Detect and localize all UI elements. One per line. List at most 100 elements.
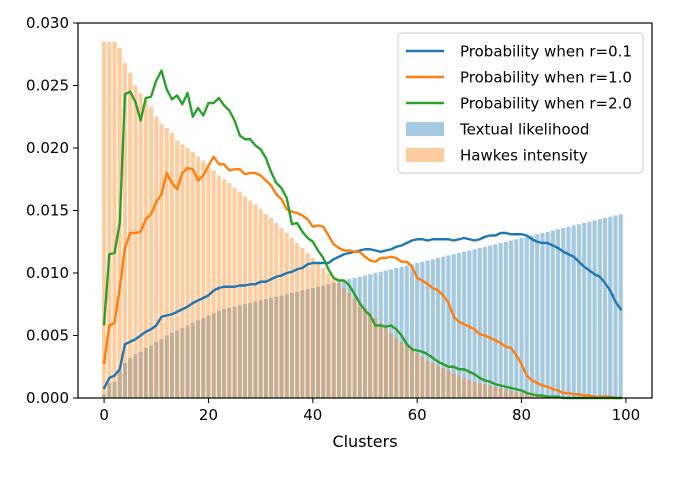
legend-box (397, 32, 644, 174)
bar (143, 100, 148, 398)
bar (477, 248, 482, 398)
bar (347, 293, 352, 398)
legend: Probability when r=0.1 Probability when r… (397, 32, 644, 174)
x-axis: 0 20 40 60 80 100 (99, 398, 640, 424)
bar (185, 148, 190, 398)
legend-entry: Hawkes intensity (406, 147, 588, 165)
bar (211, 170, 216, 398)
bar (138, 93, 143, 398)
bar (404, 265, 409, 398)
bar (148, 345, 154, 398)
bar (295, 243, 300, 398)
bar (310, 288, 315, 398)
bar (284, 233, 289, 398)
bar (148, 106, 154, 398)
bar (237, 191, 242, 398)
bar (102, 394, 107, 398)
bar (394, 338, 399, 398)
bar (420, 261, 425, 398)
bar (216, 310, 221, 398)
bar (540, 233, 545, 398)
bar (462, 378, 467, 398)
bar (592, 220, 597, 398)
bar (399, 266, 404, 398)
bar (347, 279, 352, 398)
bar-series-1 (102, 214, 623, 398)
bar (232, 188, 237, 398)
bar (253, 301, 258, 398)
legend-patch-swatch (406, 148, 444, 162)
bar (342, 288, 347, 398)
bar (415, 263, 420, 398)
bar (472, 381, 477, 398)
bar (268, 298, 274, 398)
bar (112, 41, 117, 398)
bar (195, 156, 201, 398)
legend-entry: Textual likelihood (406, 121, 589, 139)
legend-entry: Probability when r=1.0 (406, 69, 632, 87)
bar (263, 299, 268, 398)
bar (404, 345, 409, 398)
bar (175, 140, 180, 398)
bar (555, 229, 561, 398)
bar (509, 390, 514, 398)
bar (268, 218, 274, 398)
bar (279, 228, 284, 398)
bars-layer (102, 41, 623, 398)
bar (576, 224, 582, 398)
y-tick-label: 0.030 (26, 14, 69, 32)
bar (258, 209, 263, 398)
bar (315, 263, 321, 398)
bar (201, 318, 206, 398)
bar (409, 349, 415, 398)
bar (399, 341, 404, 398)
bar (326, 273, 331, 398)
bar (122, 63, 128, 398)
bar (195, 320, 201, 398)
bar (222, 179, 227, 398)
bar (524, 236, 529, 398)
bar (289, 293, 295, 398)
bar (618, 214, 623, 398)
bar (498, 243, 503, 398)
bar (488, 385, 493, 398)
bar (159, 124, 164, 398)
bar (602, 218, 608, 398)
bar (482, 246, 488, 398)
bar (122, 363, 128, 398)
lines-layer (102, 69, 623, 400)
bar (154, 341, 159, 398)
bar (430, 259, 435, 398)
bar (352, 298, 357, 398)
x-tick-label: 60 (408, 406, 427, 424)
bar (566, 226, 571, 398)
legend-label: Textual likelihood (459, 121, 589, 139)
bar (582, 223, 587, 398)
bar (128, 358, 133, 398)
bar (597, 219, 602, 398)
bar (456, 375, 462, 398)
bar (164, 128, 169, 398)
bar (300, 290, 305, 398)
bar (336, 283, 341, 398)
bar (383, 270, 388, 398)
bar (154, 116, 159, 398)
bar (425, 360, 430, 398)
bar-series-2 (102, 41, 582, 398)
bar (545, 231, 550, 398)
bar (503, 241, 508, 398)
bar (201, 160, 206, 398)
bar (435, 365, 441, 398)
bar (279, 295, 284, 398)
bar (368, 313, 373, 398)
bar (519, 393, 524, 398)
bar (378, 271, 383, 398)
bar (274, 223, 279, 398)
bar (373, 318, 378, 398)
bar (289, 238, 295, 398)
bar (362, 308, 368, 398)
bar (274, 296, 279, 398)
bar (321, 268, 326, 398)
bar (362, 275, 368, 398)
bar (227, 183, 232, 398)
